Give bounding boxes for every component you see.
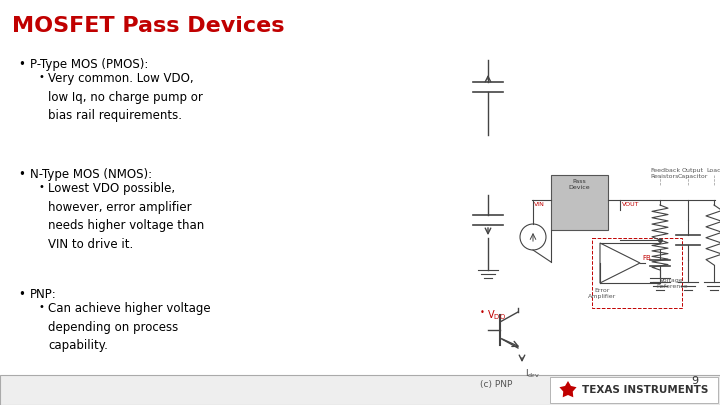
Polygon shape xyxy=(559,381,577,397)
Text: •: • xyxy=(38,302,44,312)
Text: 9: 9 xyxy=(691,376,698,386)
Bar xyxy=(0,375,720,405)
Text: •: • xyxy=(38,182,44,192)
Text: MOSFET Pass Devices: MOSFET Pass Devices xyxy=(12,16,284,36)
Text: Error
Amplifier: Error Amplifier xyxy=(588,288,616,299)
Text: (c) PNP: (c) PNP xyxy=(480,380,513,389)
Bar xyxy=(592,238,682,308)
Bar xyxy=(551,175,608,230)
Text: VOUT: VOUT xyxy=(622,202,639,207)
Text: •: • xyxy=(480,308,485,317)
Text: I$_{\mathrm{drv}}$: I$_{\mathrm{drv}}$ xyxy=(525,368,540,381)
Text: Load: Load xyxy=(706,168,720,173)
Text: VIN: VIN xyxy=(534,202,545,207)
Text: Lowest VDO possible,
however, error amplifier
needs higher voltage than
VIN to d: Lowest VDO possible, however, error ampl… xyxy=(48,182,204,251)
Text: FB: FB xyxy=(642,255,651,261)
Text: Feedback
Resistors: Feedback Resistors xyxy=(650,168,680,179)
Text: V$_{\mathrm{DO}}$: V$_{\mathrm{DO}}$ xyxy=(487,308,506,322)
Text: P-Type MOS (PMOS):: P-Type MOS (PMOS): xyxy=(30,58,148,71)
Text: Output
Capacitor: Output Capacitor xyxy=(678,168,708,179)
Text: Very common. Low VDO,
low Iq, no charge pump or
bias rail requirements.: Very common. Low VDO, low Iq, no charge … xyxy=(48,72,203,122)
Text: PNP:: PNP: xyxy=(30,288,57,301)
Text: •: • xyxy=(18,58,25,71)
Text: Can achieve higher voltage
depending on process
capability.: Can achieve higher voltage depending on … xyxy=(48,302,211,352)
Text: Voltage
Reference: Voltage Reference xyxy=(656,278,688,289)
Text: •: • xyxy=(38,72,44,82)
Text: •: • xyxy=(18,168,25,181)
Text: TEXAS INSTRUMENTS: TEXAS INSTRUMENTS xyxy=(582,385,708,395)
Text: N-Type MOS (NMOS):: N-Type MOS (NMOS): xyxy=(30,168,152,181)
Bar xyxy=(550,377,718,403)
Text: Pass
Device: Pass Device xyxy=(569,179,590,190)
Text: •: • xyxy=(18,288,25,301)
